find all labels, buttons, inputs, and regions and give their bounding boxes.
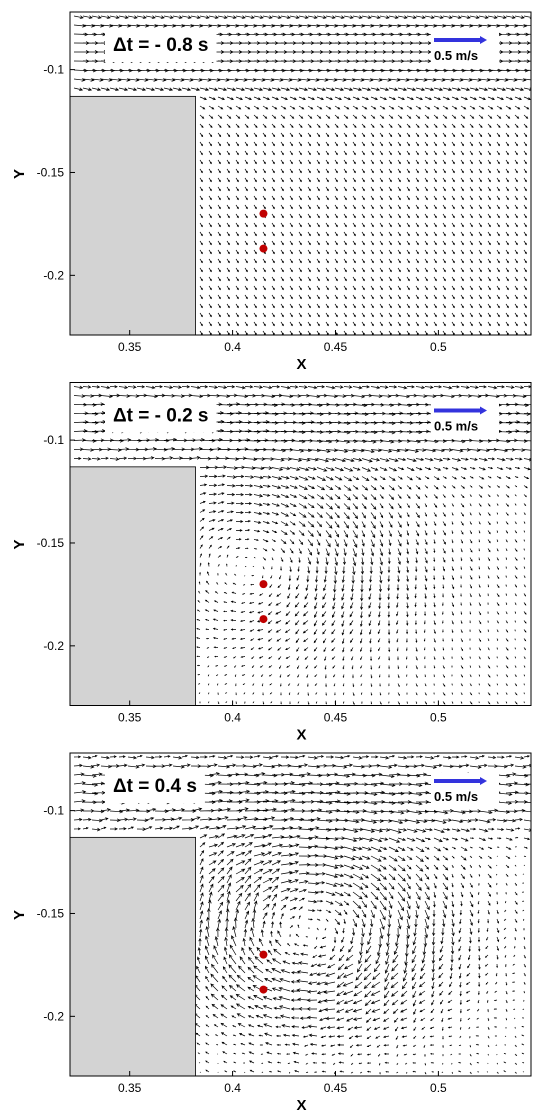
plot-frame bbox=[69, 382, 532, 706]
x-tick-label: 0.35 bbox=[118, 1081, 142, 1095]
probe-point bbox=[259, 244, 268, 253]
y-tick-label: -0.2 bbox=[43, 639, 64, 653]
title-box bbox=[105, 770, 205, 803]
probe-point bbox=[259, 985, 268, 994]
reference-label: 0.5 m/s bbox=[434, 48, 478, 63]
x-axis-title: X bbox=[296, 356, 306, 373]
y-tick-label: -0.2 bbox=[43, 268, 64, 282]
x-tick-label: 0.45 bbox=[324, 1081, 348, 1095]
title-box bbox=[105, 29, 217, 62]
x-axis-title: X bbox=[296, 727, 306, 744]
obstacle bbox=[69, 95, 196, 336]
x-tick-label: 0.4 bbox=[224, 1081, 241, 1095]
y-tick-label: -0.1 bbox=[43, 63, 64, 77]
panel: 0.35 0.4 0.45 0.5 -0.2 -0.15 -0.1 X Y Δt = - 0.2 … bbox=[11, 382, 532, 744]
y-axis-title: Y bbox=[11, 169, 28, 179]
x-tick-label: 0.5 bbox=[430, 340, 447, 354]
x-tick-label: 0.5 bbox=[430, 1081, 447, 1095]
y-tick-label: -0.15 bbox=[37, 536, 65, 550]
x-tick-label: 0.4 bbox=[224, 711, 241, 725]
x-tick-label: 0.4 bbox=[224, 340, 241, 354]
y-axis-title: Y bbox=[11, 910, 28, 920]
x-tick-label: 0.5 bbox=[430, 711, 447, 725]
panel: 0.35 0.4 0.45 0.5 -0.2 -0.15 -0.1 X Y Δt = - 0.8 … bbox=[11, 11, 532, 373]
reference-arrow-head bbox=[480, 36, 487, 44]
plot-frame bbox=[69, 11, 532, 336]
reference-box bbox=[431, 32, 499, 66]
panel: 0.35 0.4 0.45 0.5 -0.2 -0.15 -0.1 X Y Δt = 0.4 s 0… bbox=[11, 752, 532, 1112]
x-axis-title: X bbox=[296, 1097, 306, 1112]
title-box bbox=[105, 399, 217, 433]
obstacle bbox=[69, 836, 196, 1077]
reference-label: 0.5 m/s bbox=[434, 789, 478, 804]
x-tick-label: 0.45 bbox=[324, 711, 348, 725]
reference-arrow-head bbox=[480, 406, 487, 415]
reference-box bbox=[431, 773, 499, 807]
obstacle bbox=[69, 466, 196, 706]
plot-frame bbox=[69, 752, 532, 1077]
x-tick-label: 0.45 bbox=[324, 340, 348, 354]
panel-title: Δt = 0.4 s bbox=[113, 776, 197, 797]
x-tick-label: 0.35 bbox=[118, 711, 142, 725]
y-tick-label: -0.15 bbox=[37, 906, 65, 920]
y-tick-label: -0.1 bbox=[43, 804, 64, 818]
probe-point bbox=[259, 950, 268, 959]
panel-title: Δt = - 0.8 s bbox=[113, 35, 209, 56]
y-axis-title: Y bbox=[11, 539, 28, 549]
y-tick-label: -0.2 bbox=[43, 1009, 64, 1023]
reference-label: 0.5 m/s bbox=[434, 419, 478, 434]
panel-title: Δt = - 0.2 s bbox=[113, 406, 209, 427]
x-tick-label: 0.35 bbox=[118, 340, 142, 354]
probe-point bbox=[259, 615, 268, 624]
y-tick-label: -0.15 bbox=[37, 165, 65, 179]
y-tick-label: -0.1 bbox=[43, 433, 64, 447]
reference-arrow-head bbox=[480, 777, 487, 785]
reference-box bbox=[431, 402, 499, 437]
probe-point bbox=[259, 580, 268, 589]
probe-point bbox=[259, 209, 268, 218]
